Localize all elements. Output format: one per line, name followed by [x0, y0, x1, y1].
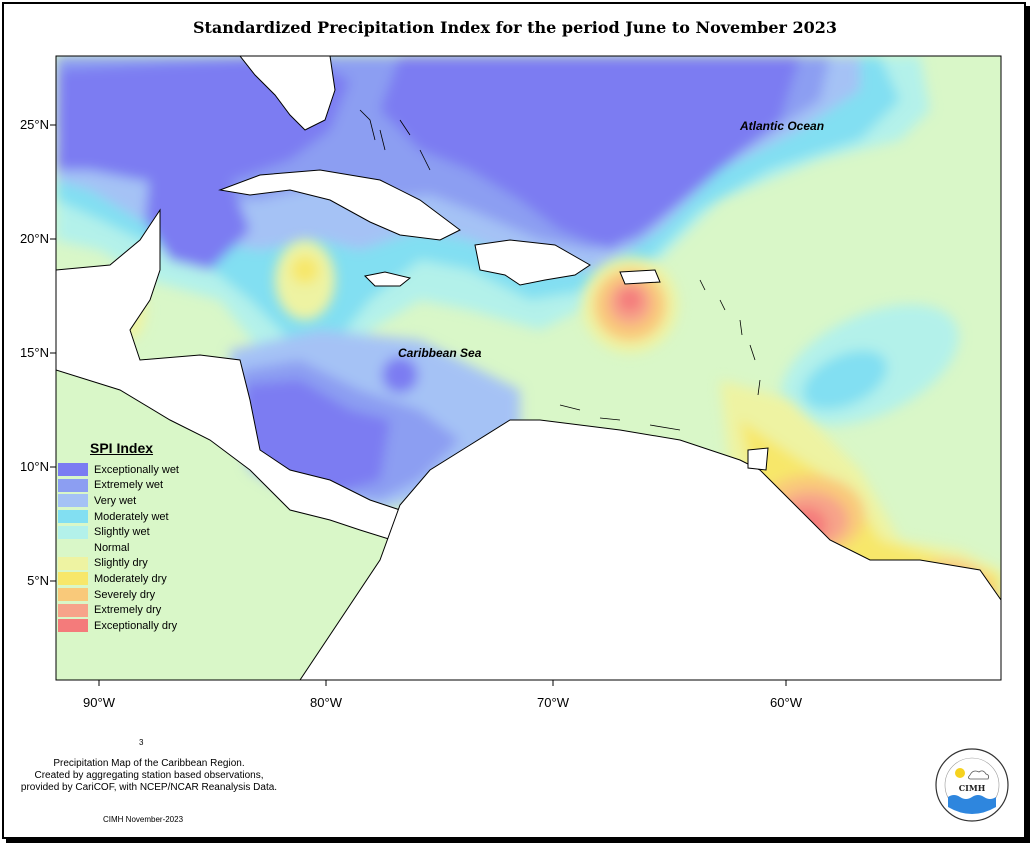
spi-legend: SPI Index Exceptionally wet Extremely wet…	[58, 440, 208, 634]
legend-item: Moderately dry	[58, 571, 208, 587]
legend-item: Moderately wet	[58, 509, 208, 525]
legend-item: Extremely wet	[58, 478, 208, 494]
south-america	[56, 419, 1001, 680]
lon-tick-90: 90°W	[83, 695, 116, 710]
central-america	[56, 208, 401, 541]
florida	[239, 56, 336, 131]
waves-icon	[948, 795, 996, 814]
lon-tick-80: 80°W	[310, 695, 343, 710]
legend-swatch	[58, 510, 88, 524]
label-atlantic-ocean: Atlantic Ocean	[739, 119, 824, 133]
legend-swatch	[58, 572, 88, 586]
legend-swatch	[58, 525, 88, 539]
legend-swatch	[58, 603, 88, 617]
legend-label: Slightly dry	[94, 557, 148, 570]
legend-item: Slightly wet	[58, 524, 208, 540]
legend-label: Moderately dry	[94, 572, 167, 585]
legend-label: Exceptionally wet	[94, 463, 179, 476]
legend-swatch	[58, 619, 88, 633]
sun-icon	[955, 768, 965, 778]
cloud-icon	[968, 770, 990, 780]
legend-swatch	[58, 463, 88, 477]
legend-item: Severely dry	[58, 587, 208, 603]
lat-tick-20: 20°N	[20, 231, 49, 246]
legend-item: Slightly dry	[58, 556, 208, 572]
map-title: Standardized Precipitation Index for the…	[192, 18, 838, 37]
legend-item: Extremely dry	[58, 602, 208, 618]
legend-item: Normal	[58, 540, 208, 556]
credit-date: CIMH November-2023	[103, 815, 184, 824]
lat-tick-25: 25°N	[20, 117, 49, 132]
label-caribbean-sea: Caribbean Sea	[398, 346, 482, 360]
lat-tick-15: 15°N	[20, 345, 49, 360]
legend-swatch	[58, 588, 88, 602]
legend-label: Slightly wet	[94, 526, 150, 539]
legend-item: Very wet	[58, 493, 208, 509]
logo-text: CIMH	[959, 783, 986, 793]
jamaica	[363, 271, 412, 287]
lon-tick-60: 60°W	[770, 695, 803, 710]
legend-swatch	[58, 556, 88, 570]
legend-swatch	[58, 494, 88, 508]
legend-label: Moderately wet	[94, 510, 169, 523]
legend-swatch	[58, 478, 88, 492]
legend-label: Exceptionally dry	[94, 619, 178, 632]
footnote-line-1: Precipitation Map of the Caribbean Regio…	[53, 758, 245, 769]
hispaniola	[474, 239, 591, 286]
legend-label: Extremely wet	[94, 479, 164, 492]
footnote-line-2: Created by aggregating station based obs…	[34, 770, 264, 781]
legend-item: Exceptionally dry	[58, 618, 208, 634]
legend-rows: Exceptionally wet Extremely wet Very wet Mo…	[58, 462, 208, 634]
legend-label: Very wet	[94, 494, 137, 507]
legend-label: Severely dry	[94, 588, 156, 601]
legend-label: Normal	[94, 541, 130, 554]
trinidad	[747, 447, 769, 471]
legend-label: Extremely dry	[94, 604, 162, 617]
cuba	[218, 169, 461, 241]
lon-tick-70: 70°W	[537, 695, 570, 710]
puerto-rico	[619, 269, 661, 285]
small-mark: 3	[139, 738, 144, 747]
map-border	[55, 55, 1002, 681]
footnote-line-3: provided by CariCOF, with NCEP/NCAR Rean…	[20, 782, 278, 793]
footnote: Precipitation Map of the Caribbean Regio…	[4, 758, 294, 794]
lon-ticks: 90°W 80°W 70°W 60°W	[83, 680, 803, 710]
lat-tick-10: 10°N	[20, 459, 49, 474]
lat-tick-5: 5°N	[27, 573, 49, 588]
legend-item: Exceptionally wet	[58, 462, 208, 478]
legend-swatch	[58, 541, 88, 555]
legend-title: SPI Index	[90, 440, 154, 456]
cimh-logo: CIMH	[935, 748, 1009, 822]
lat-ticks: 25°N 20°N 15°N 10°N 5°N	[20, 117, 56, 588]
